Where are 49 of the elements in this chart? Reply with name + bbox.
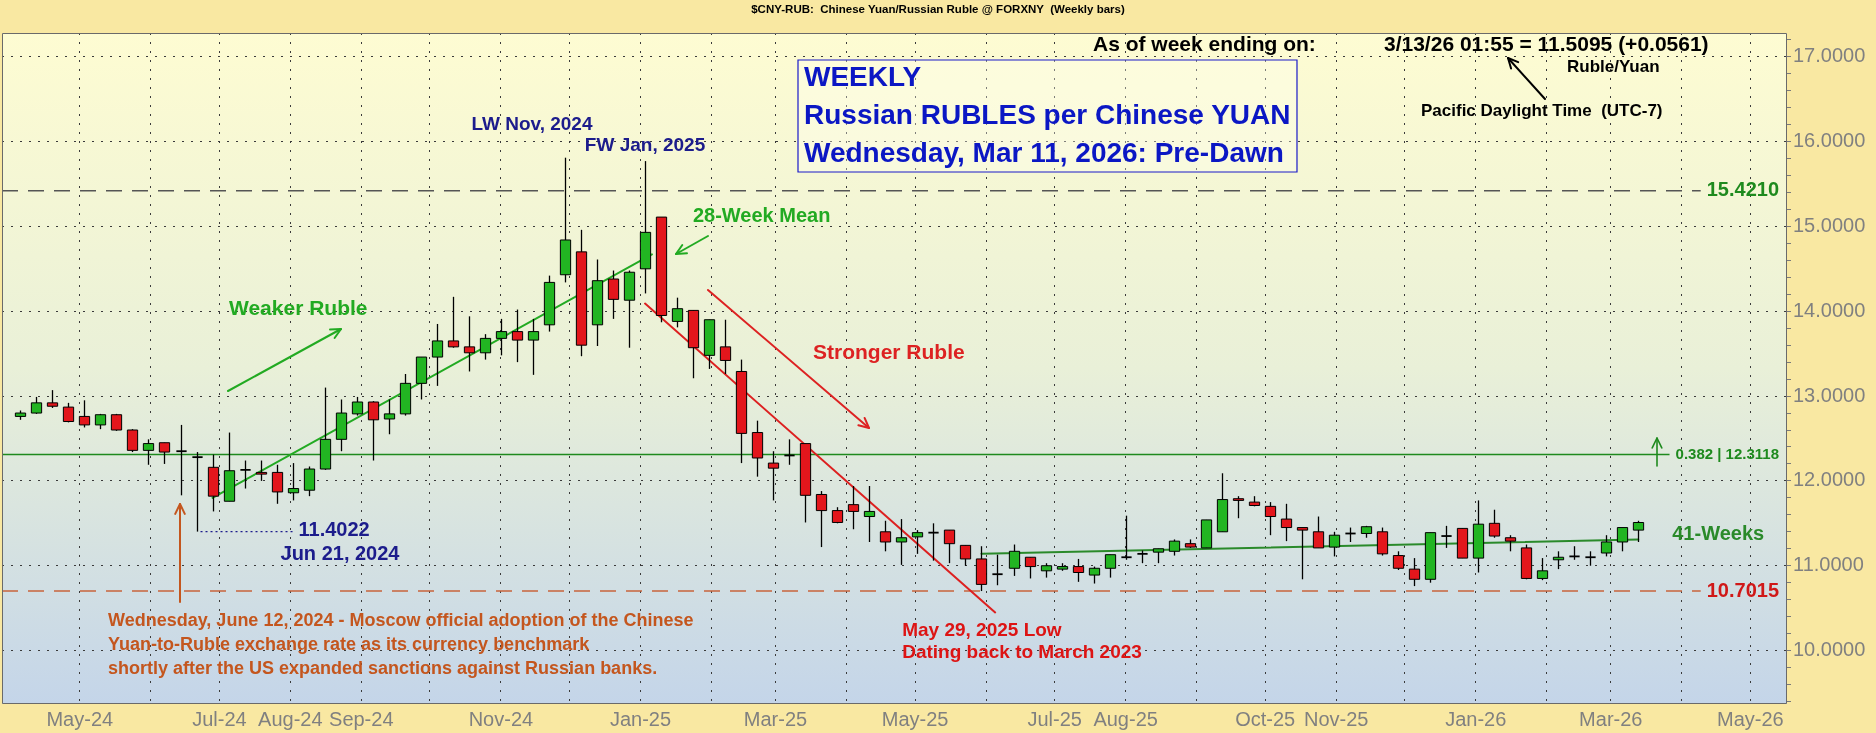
- candlestick: [1120, 515, 1133, 561]
- x-tick-label: Aug-25: [1093, 707, 1158, 730]
- y-tick-label: 17.0000: [1793, 44, 1866, 67]
- annotation: Pacific Daylight Time (UTC-7): [1421, 100, 1663, 120]
- x-tick-label: Oct-25: [1235, 707, 1296, 730]
- y-tick-label: 13.0000: [1793, 383, 1866, 406]
- y-tick-label: 12.0000: [1793, 468, 1866, 491]
- x-tick-label: Mar-26: [1579, 707, 1643, 730]
- y-tick-label: 10.0000: [1793, 638, 1866, 661]
- annotation: 41-Weeks: [1672, 521, 1765, 544]
- chart-subtitle: $CNY-RUB: Chinese Yuan/Russian Ruble @ FORXNY (Weekly bars): [751, 3, 1125, 16]
- annotation: As of week ending on:: [1093, 31, 1316, 55]
- ref-line-label: 10.7015: [1706, 578, 1779, 601]
- candlestick: [239, 459, 252, 490]
- y-tick-label: 15.0000: [1793, 213, 1866, 236]
- text: WEEKLY Russian RUBLES per Chinese YUAN Wednesday, Mar 11, 2026: Pre-Dawn: [804, 60, 1291, 168]
- annotation: Stronger Ruble: [813, 339, 965, 363]
- y-tick-label: 14.0000: [1793, 298, 1866, 321]
- x-tick-label: Aug-24: [258, 707, 323, 730]
- annotation: May 29, 2025 Low Dating back to March 2023: [902, 619, 1142, 663]
- annotation: Wednesday, June 12, 2024 - Moscow official adoption of the Chinese Yuan-to-Ruble exchange rate as its currency benchmark shortly after the US expanded sanctions against Russian banks.: [108, 609, 694, 678]
- ref-line-label: 15.4210: [1706, 178, 1779, 201]
- x-tick-label: May-26: [1717, 707, 1784, 730]
- x-tick-label: May-24: [46, 707, 114, 730]
- annotation: 3/13/26 01:55 = 11.5095 (+0.0561): [1384, 31, 1709, 55]
- candlestick: [191, 451, 204, 533]
- x-tick-label: Nov-24: [468, 707, 534, 730]
- x-tick-label: Mar-25: [743, 707, 808, 730]
- annotation: Jun 21, 2024: [280, 542, 401, 565]
- candlestick: [1440, 525, 1453, 549]
- candlestick: [991, 554, 1004, 586]
- candlestick: [175, 424, 188, 496]
- candlestick: [927, 522, 940, 562]
- x-tick-label: Jan-26: [1445, 707, 1507, 730]
- x-tick-label: May-25: [881, 707, 949, 730]
- annotation: Ruble/Yuan: [1567, 56, 1660, 76]
- ref-line-label: 0.382 | 12.3118: [1675, 444, 1780, 462]
- annotation: LW Nov, 2024: [471, 112, 593, 134]
- x-tick-label: Jan-25: [609, 707, 672, 730]
- annotation: 11.4022: [298, 518, 370, 541]
- annotation: Weaker Ruble: [229, 295, 368, 319]
- annotation: FW Jan, 2025: [584, 134, 706, 156]
- x-tick-label: Jul-24: [192, 707, 247, 730]
- x-tick-label: Jul-25: [1027, 707, 1082, 730]
- x-tick-label: Sep-24: [329, 707, 394, 730]
- x-tick-label: Nov-25: [1303, 707, 1369, 730]
- annotation: 28-Week Mean: [692, 203, 831, 226]
- y-tick-label: 16.0000: [1793, 129, 1866, 152]
- y-tick-label: 11.0000: [1793, 553, 1864, 576]
